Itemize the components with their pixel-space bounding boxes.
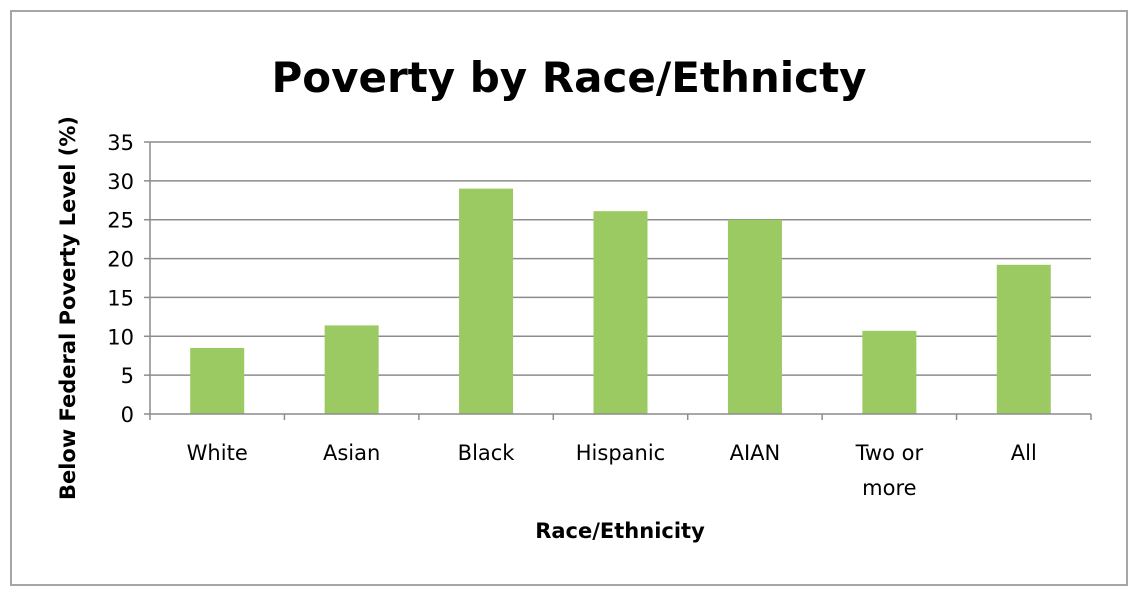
x-tick-label: All xyxy=(1011,441,1037,465)
bar-white xyxy=(190,347,245,414)
chart-title: Poverty by Race/Ethnicty xyxy=(271,53,866,102)
bar-asian xyxy=(324,325,379,414)
y-tick-label: 20 xyxy=(107,248,134,272)
y-tick-label: 35 xyxy=(107,131,134,155)
axes xyxy=(144,141,1092,420)
y-axis-title: Below Federal Poverty Level (%) xyxy=(56,116,80,500)
x-tick-label: Asian xyxy=(323,441,380,465)
y-tick-label: 5 xyxy=(121,364,134,388)
bar-aian xyxy=(727,219,782,414)
x-tick-label: Two or xyxy=(855,441,924,465)
y-tick-label: 10 xyxy=(107,325,134,349)
x-tick-label: more xyxy=(862,476,916,500)
y-tick-labels: 0 5 10 15 20 25 30 35 xyxy=(107,131,134,427)
bars xyxy=(190,188,1051,414)
x-tick-label: White xyxy=(187,441,248,465)
y-tick-label: 25 xyxy=(107,209,134,233)
y-tick-label: 0 xyxy=(121,403,134,427)
bar-black xyxy=(459,188,514,414)
x-tick-label: Hispanic xyxy=(576,441,665,465)
bar-all xyxy=(996,264,1051,414)
bar-hispanic xyxy=(593,211,648,414)
x-tick-label: Black xyxy=(458,441,516,465)
bar-two-or-more xyxy=(862,330,917,414)
y-tick-label: 30 xyxy=(107,170,134,194)
x-tick-label: AIAN xyxy=(730,441,781,465)
x-axis-title: Race/Ethnicity xyxy=(535,519,705,543)
y-tick-label: 15 xyxy=(107,286,134,310)
x-tick-labels: White Asian Black Hispanic AIAN Two or more All xyxy=(187,441,1037,500)
